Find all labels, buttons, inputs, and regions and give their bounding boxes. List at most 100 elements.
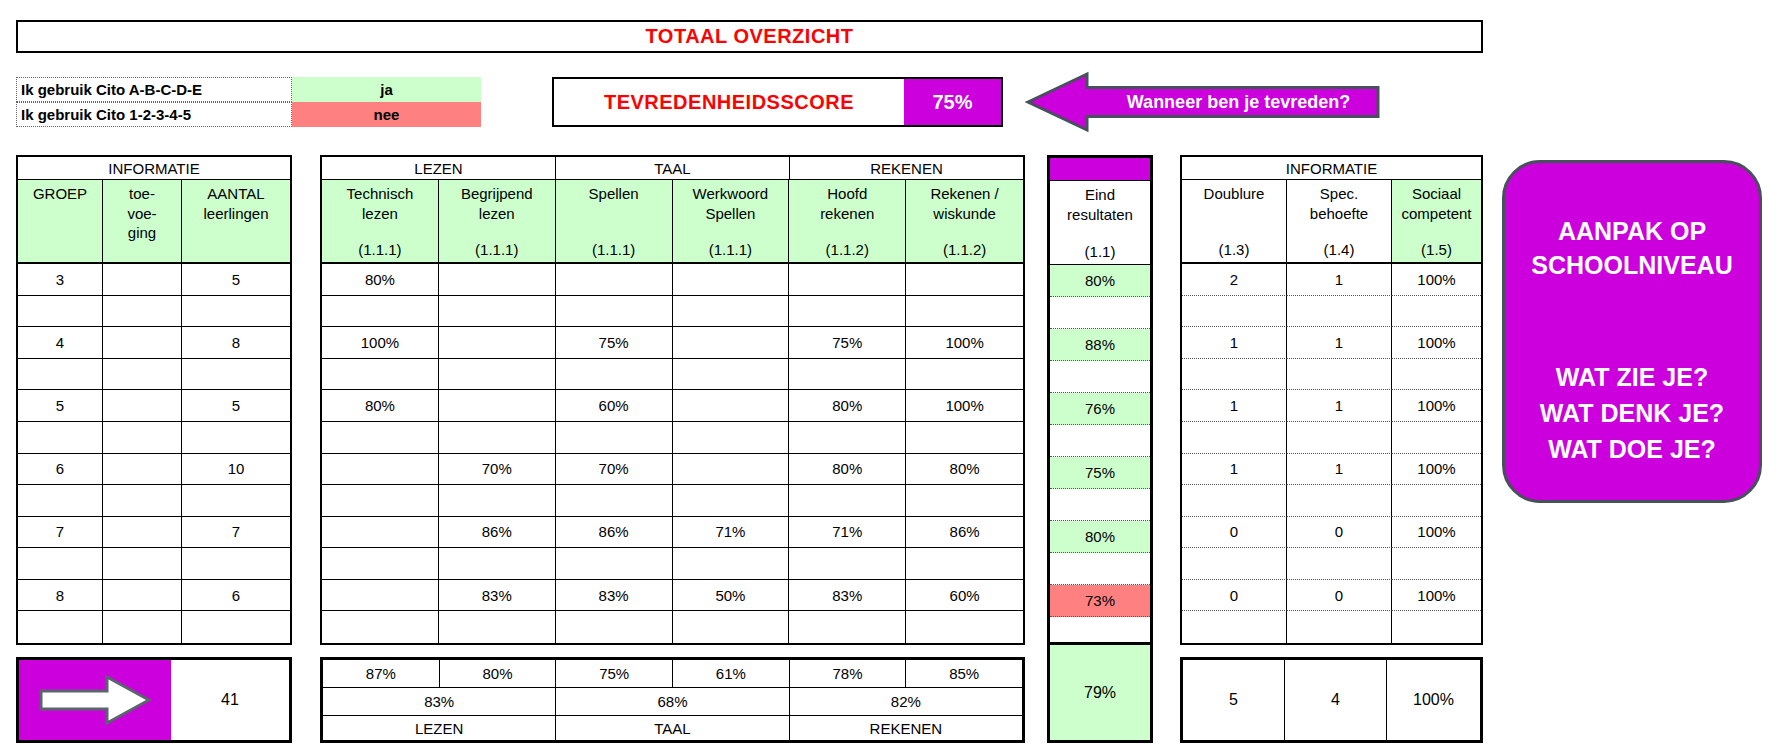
aantal-cell[interactable]: 8 <box>182 327 290 359</box>
spec-behoefte-cell[interactable] <box>1287 359 1392 391</box>
result-cell[interactable] <box>906 611 1023 643</box>
result-cell[interactable] <box>439 264 556 296</box>
result-cell[interactable] <box>439 422 556 454</box>
toevoeging-cell[interactable] <box>103 611 182 643</box>
satisfaction-score-value[interactable]: 75% <box>904 79 1001 125</box>
groep-cell[interactable]: 5 <box>18 390 103 422</box>
doublure-cell[interactable] <box>1182 359 1287 391</box>
result-cell[interactable] <box>789 422 906 454</box>
result-cell[interactable] <box>322 611 439 643</box>
aantal-cell[interactable] <box>182 359 290 391</box>
result-cell[interactable] <box>556 485 673 517</box>
doublure-cell[interactable] <box>1182 611 1287 643</box>
spec-behoefte-cell[interactable]: 0 <box>1287 580 1392 612</box>
result-cell[interactable]: 100% <box>322 327 439 359</box>
sociaal-competent-cell[interactable]: 100% <box>1392 390 1481 422</box>
result-cell[interactable]: 80% <box>906 454 1023 486</box>
toevoeging-cell[interactable] <box>103 390 182 422</box>
eind-total-cell[interactable]: 79% <box>1050 645 1150 740</box>
spec-behoefte-cell[interactable]: 0 <box>1287 517 1392 549</box>
result-cell[interactable] <box>906 264 1023 296</box>
result-cell[interactable] <box>322 454 439 486</box>
result-cell[interactable] <box>673 548 790 580</box>
cito-value-ja[interactable]: ja <box>292 77 481 102</box>
result-cell[interactable]: 80% <box>789 454 906 486</box>
result-cell[interactable]: 80% <box>322 264 439 296</box>
aantal-cell[interactable] <box>182 296 290 328</box>
result-cell[interactable]: 100% <box>906 390 1023 422</box>
result-cell[interactable] <box>906 485 1023 517</box>
result-cell[interactable]: 86% <box>556 517 673 549</box>
doublure-cell[interactable]: 1 <box>1182 390 1287 422</box>
result-cell[interactable] <box>673 485 790 517</box>
toevoeging-cell[interactable] <box>103 517 182 549</box>
result-cell[interactable]: 75% <box>789 327 906 359</box>
groep-cell[interactable] <box>18 296 103 328</box>
eind-cell[interactable] <box>1050 489 1150 521</box>
aantal-cell[interactable]: 10 <box>182 454 290 486</box>
result-cell[interactable] <box>322 359 439 391</box>
eind-cell[interactable]: 80% <box>1050 265 1150 297</box>
sociaal-competent-cell[interactable]: 100% <box>1392 327 1481 359</box>
aantal-cell[interactable]: 5 <box>182 264 290 296</box>
doublure-cell[interactable]: 1 <box>1182 454 1287 486</box>
result-cell[interactable] <box>556 264 673 296</box>
toevoeging-cell[interactable] <box>103 327 182 359</box>
groep-cell[interactable]: 3 <box>18 264 103 296</box>
result-cell[interactable] <box>673 454 790 486</box>
result-cell[interactable] <box>322 485 439 517</box>
column-average-cell[interactable]: 61% <box>673 660 790 687</box>
eind-cell[interactable]: 80% <box>1050 521 1150 553</box>
result-cell[interactable]: 83% <box>556 580 673 612</box>
result-cell[interactable] <box>789 264 906 296</box>
aantal-total-cell[interactable]: 41 <box>171 660 289 740</box>
spec-behoefte-cell[interactable]: 1 <box>1287 264 1392 296</box>
doublure-cell[interactable] <box>1182 296 1287 328</box>
aantal-cell[interactable] <box>182 422 290 454</box>
aantal-cell[interactable] <box>182 485 290 517</box>
eind-cell[interactable]: 73% <box>1050 585 1150 617</box>
eind-cell[interactable] <box>1050 425 1150 457</box>
sociaal-competent-cell[interactable] <box>1392 422 1481 454</box>
result-cell[interactable] <box>322 548 439 580</box>
result-cell[interactable] <box>906 422 1023 454</box>
result-cell[interactable]: 70% <box>556 454 673 486</box>
result-cell[interactable] <box>322 296 439 328</box>
eind-cell[interactable]: 76% <box>1050 393 1150 425</box>
result-cell[interactable] <box>322 517 439 549</box>
result-cell[interactable] <box>906 359 1023 391</box>
result-cell[interactable]: 71% <box>673 517 790 549</box>
result-cell[interactable]: 86% <box>439 517 556 549</box>
doublure-cell[interactable] <box>1182 485 1287 517</box>
result-cell[interactable]: 50% <box>673 580 790 612</box>
result-cell[interactable] <box>673 390 790 422</box>
sociaal-competent-cell[interactable]: 100% <box>1392 517 1481 549</box>
result-cell[interactable] <box>789 485 906 517</box>
eind-cell[interactable] <box>1050 361 1150 393</box>
groep-cell[interactable] <box>18 548 103 580</box>
result-cell[interactable]: 70% <box>439 454 556 486</box>
toevoeging-cell[interactable] <box>103 548 182 580</box>
eind-cell[interactable]: 88% <box>1050 329 1150 361</box>
eind-cell[interactable] <box>1050 297 1150 329</box>
toevoeging-cell[interactable] <box>103 359 182 391</box>
sociaal-total-cell[interactable]: 100% <box>1387 660 1480 740</box>
result-cell[interactable]: 83% <box>789 580 906 612</box>
eind-cell[interactable]: 75% <box>1050 457 1150 489</box>
spec-behoefte-cell[interactable] <box>1287 611 1392 643</box>
column-average-cell[interactable]: 78% <box>790 660 907 687</box>
doublure-cell[interactable] <box>1182 422 1287 454</box>
spec-total-cell[interactable]: 4 <box>1285 660 1387 740</box>
groep-cell[interactable]: 4 <box>18 327 103 359</box>
doublure-cell[interactable]: 2 <box>1182 264 1287 296</box>
spec-behoefte-cell[interactable] <box>1287 485 1392 517</box>
result-cell[interactable] <box>673 611 790 643</box>
sociaal-competent-cell[interactable] <box>1392 296 1481 328</box>
result-cell[interactable] <box>439 485 556 517</box>
result-cell[interactable] <box>673 264 790 296</box>
groep-cell[interactable]: 8 <box>18 580 103 612</box>
spec-behoefte-cell[interactable]: 1 <box>1287 327 1392 359</box>
groep-cell[interactable] <box>18 422 103 454</box>
spec-behoefte-cell[interactable]: 1 <box>1287 454 1392 486</box>
result-cell[interactable] <box>556 422 673 454</box>
